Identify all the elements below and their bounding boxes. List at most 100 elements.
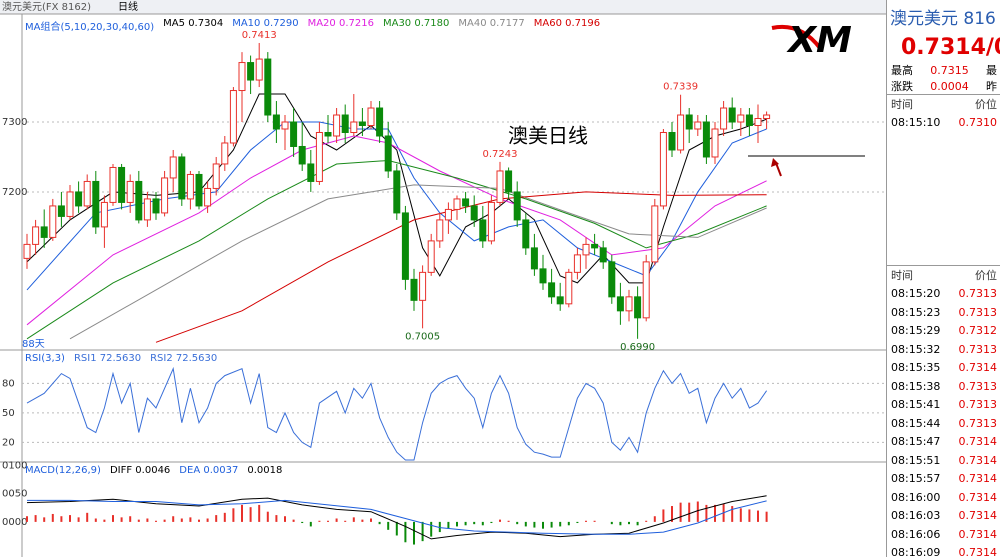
value: 0.7315 — [930, 63, 969, 77]
macd-bar — [481, 521, 484, 526]
macd-bar — [731, 506, 734, 522]
price-label: 0.7005 — [405, 331, 440, 342]
logo-swoosh — [771, 25, 822, 50]
legend-entry: MA10 0.7290 — [232, 18, 298, 33]
cell: 08:15:38 — [891, 379, 941, 393]
legend-entry: MA60 0.7196 — [534, 18, 600, 33]
indicator: RSI(3,3) — [25, 353, 65, 364]
annotation-arrow — [775, 162, 782, 177]
candle-body — [436, 219, 444, 242]
candle-body — [161, 177, 169, 214]
candle-body — [410, 278, 418, 301]
label: 最 — [986, 64, 997, 77]
table-header: 时间 价位 — [887, 266, 1000, 285]
table-row: 08:15:47 0.7314 — [887, 433, 1000, 452]
macd-bar — [628, 521, 630, 525]
legend-name: MA30 — [382, 18, 412, 29]
macd-bar — [223, 512, 226, 522]
macd-bar — [662, 509, 665, 522]
value: 0.0004 — [930, 79, 969, 93]
macd-bar — [696, 501, 699, 522]
logo: XM — [786, 20, 852, 61]
legend-entry: MA5 0.7304 — [163, 18, 223, 33]
legend-entry: MA20 0.7216 — [308, 18, 374, 33]
macd-bar — [430, 521, 433, 537]
macd-bar — [447, 521, 450, 529]
cell: 0.7314 — [958, 435, 998, 449]
macd-bar — [51, 513, 54, 522]
macd-bar — [456, 521, 458, 527]
macd-bar — [748, 509, 751, 522]
candle-body — [642, 261, 650, 319]
legend-name: MA60 — [533, 18, 562, 29]
macd-bar — [112, 515, 114, 522]
candle-body — [659, 131, 667, 207]
arrow-head — [771, 158, 779, 167]
cell: 0.7313 — [958, 398, 998, 412]
candle-body — [126, 180, 134, 203]
legend-value: 0.7196 — [565, 18, 601, 29]
table-row: 08:15:10 0.7310 — [887, 114, 1000, 133]
period: 日线 — [118, 0, 138, 13]
legend-value: 0.7177 — [489, 18, 525, 29]
header-cell: 价位 — [975, 98, 997, 112]
table-row: 08:16:06 0.7314 — [887, 525, 1000, 544]
legend-name: MA10 — [232, 18, 261, 29]
candle-body — [591, 243, 599, 249]
candle-body — [513, 191, 521, 221]
table-row: 08:15:44 0.7313 — [887, 414, 1000, 433]
y-tick-label: 50 — [2, 408, 15, 419]
macd-bar — [206, 518, 209, 522]
cell: 0.7314 — [958, 509, 998, 523]
cell: 08:16:03 — [891, 509, 941, 523]
macd-bar — [387, 521, 390, 530]
macd-bar — [344, 520, 347, 522]
cell: 08:15:47 — [891, 435, 941, 449]
candle-body — [135, 180, 143, 221]
candle-body — [702, 121, 710, 158]
macd-bar — [473, 521, 476, 525]
cell: 08:15:10 — [891, 116, 941, 130]
candle-body — [608, 261, 616, 298]
macd-bar — [284, 516, 286, 522]
macd-bar — [421, 521, 424, 542]
macd-bar — [757, 510, 759, 522]
legend-entry: RSI2 72.5630 — [150, 353, 217, 364]
macd-bar — [292, 519, 295, 522]
candle-body — [109, 166, 117, 203]
macd-bar — [671, 506, 673, 522]
cell: 0.7313 — [958, 342, 998, 356]
cell: 0.7313 — [958, 305, 998, 319]
candle-body — [599, 247, 607, 263]
cell: 08:15:23 — [891, 305, 941, 319]
candle-body — [290, 121, 298, 147]
macd-bar — [86, 512, 89, 522]
macd-bar — [361, 519, 364, 522]
macd-bar — [438, 521, 441, 533]
cell: 0.7313 — [958, 287, 998, 301]
legend-value: 0.7304 — [188, 18, 224, 29]
macd-bar — [163, 519, 166, 522]
macd-bar — [516, 521, 519, 525]
candle-body — [573, 254, 581, 273]
candle-body — [238, 62, 246, 92]
candle-body — [350, 121, 358, 133]
candle-body — [487, 201, 495, 242]
table-row: 08:16:03 0.7314 — [887, 507, 1000, 526]
candle-body — [186, 173, 194, 200]
macd-bar — [464, 521, 467, 526]
macd-bar — [318, 520, 321, 522]
legend-entry: MA40 0.7177 — [458, 18, 524, 33]
candle-body — [737, 114, 745, 123]
candle-body — [393, 170, 401, 214]
macd-bar — [189, 517, 192, 522]
cell: 0.7314 — [958, 527, 998, 541]
candle-body — [229, 90, 237, 144]
macd-bar — [309, 521, 312, 527]
price-label: 0.7339 — [663, 82, 698, 93]
cell: 08:15:32 — [891, 342, 941, 356]
macd-bar — [413, 521, 415, 545]
macd-bar — [404, 521, 407, 543]
cell: 0.7312 — [958, 324, 998, 338]
macd-bar — [69, 515, 71, 522]
